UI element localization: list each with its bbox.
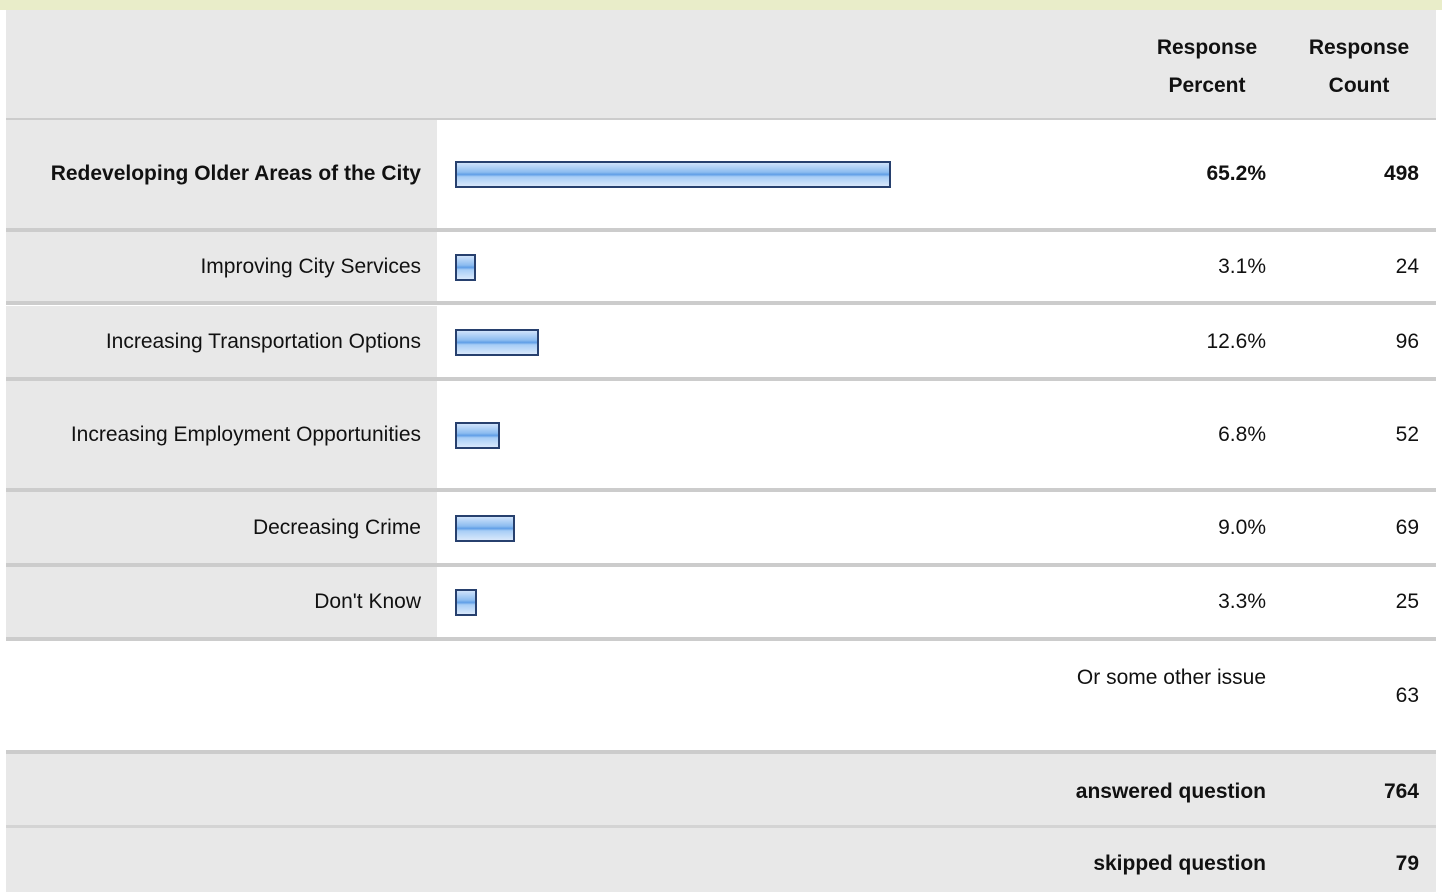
header-count: Response Count [1308,36,1410,97]
separator [6,228,1436,232]
count: 25 [1395,590,1419,613]
answered-count: 764 [1383,780,1419,803]
row-label: Improving City Services [200,254,421,278]
count: 96 [1395,329,1419,353]
separator [6,825,1436,828]
separator [6,750,1436,754]
separator [6,488,1436,492]
bar [455,328,540,356]
label-cell [6,567,437,637]
bar [455,514,516,542]
bar [455,253,476,281]
top-strip [0,0,1442,10]
percent: 3.3% [1218,590,1266,613]
count: 24 [1395,254,1419,278]
separator [6,301,1436,305]
other-count: 63 [1395,684,1419,707]
header-row [6,10,1436,118]
bar [455,421,501,449]
percent: 65.2% [1206,162,1266,185]
answered-label: answered question [1075,780,1266,803]
count: 498 [1383,162,1419,185]
row-label: Decreasing Crime [252,515,421,539]
skipped-label: skipped question [1093,852,1266,875]
footer-row [6,828,1436,892]
separator [6,637,1436,641]
label-cell [6,232,437,301]
label-cell [6,120,437,228]
row-label: Redeveloping Older Areas of the City [50,162,421,185]
percent: 3.1% [1218,254,1266,278]
footer-row [6,754,1436,825]
row-label: Increasing Employment Opportunities [70,422,421,446]
bar [455,161,892,188]
separator [6,377,1436,381]
label-cell [6,381,437,488]
header-percent: Response Percent [1156,36,1258,97]
row-label: Increasing Transportation Options [105,329,421,353]
label-cell [6,492,437,563]
percent: 9.0% [1218,515,1266,539]
other-label: Or some other issue [1076,666,1266,689]
label-cell [6,306,437,377]
row-label: Don't Know [314,590,421,613]
percent: 12.6% [1206,329,1266,353]
count: 69 [1395,515,1419,539]
percent: 6.8% [1218,422,1266,446]
separator [6,563,1436,567]
count: 52 [1395,422,1419,446]
bar [455,589,478,616]
skipped-count: 79 [1395,852,1419,875]
separator [6,118,1436,120]
